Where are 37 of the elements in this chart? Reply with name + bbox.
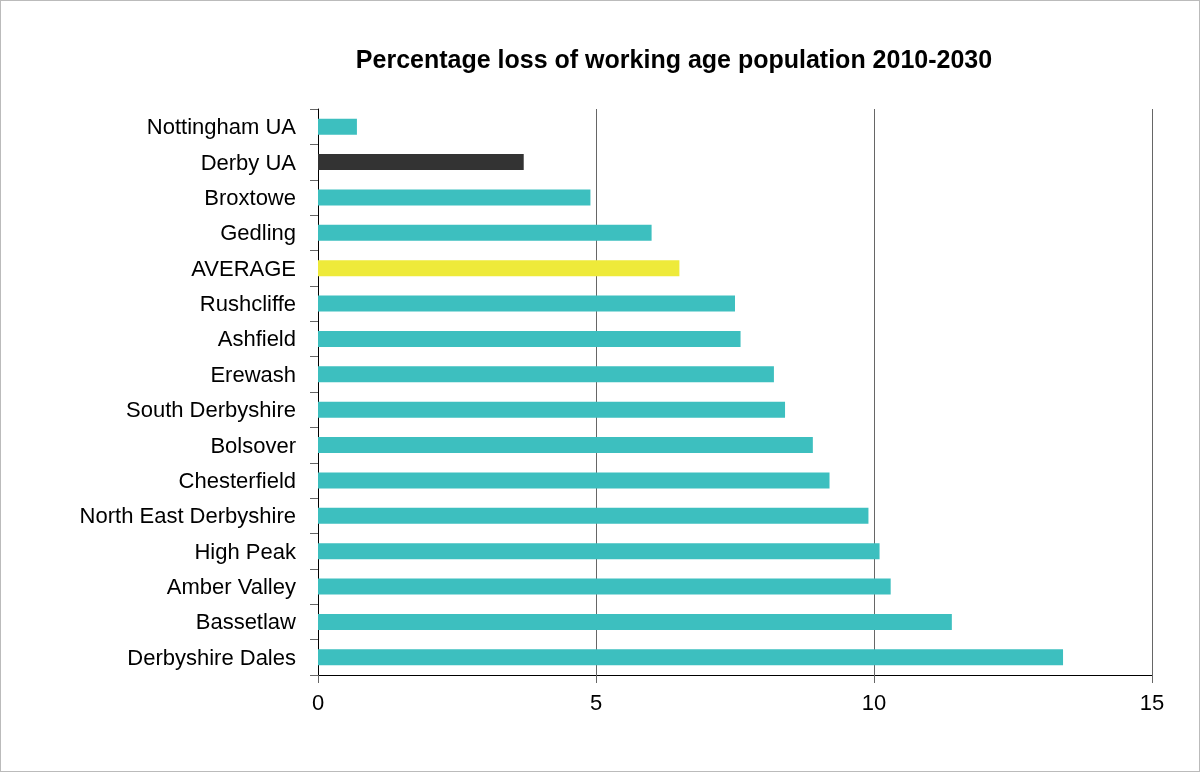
x-tick-label: 10 xyxy=(861,689,887,715)
bar xyxy=(318,472,830,489)
bar xyxy=(318,154,524,171)
bar xyxy=(318,330,741,347)
bar xyxy=(318,507,869,524)
y-tick-label: Derbyshire Dales xyxy=(127,644,296,670)
y-tick-label: South Derbyshire xyxy=(126,397,296,423)
x-tick-label: 0 xyxy=(311,689,325,715)
bar xyxy=(318,401,786,418)
y-tick-label: AVERAGE xyxy=(191,255,296,281)
y-tick-label: Ashfield xyxy=(217,326,296,352)
bar xyxy=(318,295,735,312)
y-tick-label: Amber Valley xyxy=(166,574,296,600)
bar xyxy=(318,224,652,241)
y-tick-label: Bassetlaw xyxy=(195,609,297,635)
bar xyxy=(318,437,813,454)
bar xyxy=(318,543,880,560)
x-tick-label: 15 xyxy=(1139,689,1165,715)
x-tick-label: 5 xyxy=(589,689,603,715)
y-tick-label: North East Derbyshire xyxy=(79,503,296,529)
y-tick-label: Erewash xyxy=(210,361,296,387)
y-tick-label: Broxtowe xyxy=(204,184,296,210)
y-tick-label: High Peak xyxy=(194,538,297,564)
y-tick-label: Chesterfield xyxy=(178,467,296,493)
bar xyxy=(318,649,1064,666)
y-tick-label: Derby UA xyxy=(200,149,297,175)
y-tick-label: Bolsover xyxy=(210,432,296,458)
bar xyxy=(318,189,591,206)
bar xyxy=(318,260,680,277)
bar xyxy=(318,578,891,595)
chart-title: Percentage loss of working age population 2010-2030 xyxy=(355,44,993,73)
y-tick-label: Nottingham UA xyxy=(146,114,297,140)
y-tick-label: Gedling xyxy=(220,220,296,246)
bar xyxy=(318,366,774,383)
bar xyxy=(318,613,952,630)
bar xyxy=(318,118,357,135)
y-tick-label: Rushcliffe xyxy=(199,291,296,317)
